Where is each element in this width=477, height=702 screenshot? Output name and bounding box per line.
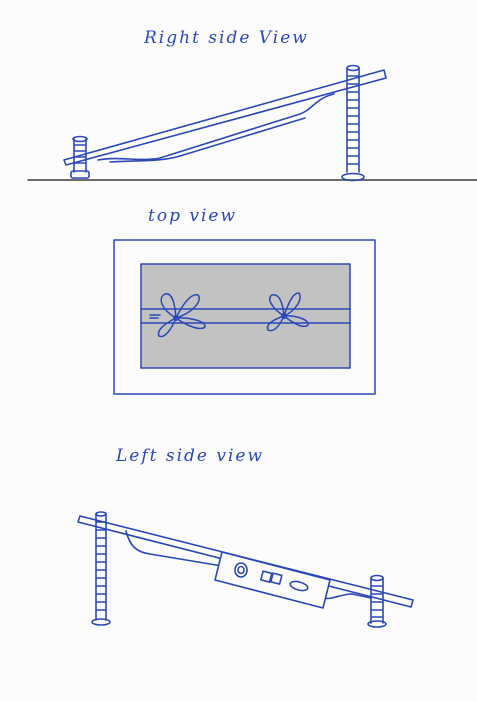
right-side-view — [28, 66, 477, 181]
inclined-panel-right — [64, 70, 386, 165]
tall-post-right — [342, 66, 364, 181]
top-view — [114, 240, 375, 394]
short-post-right — [368, 576, 386, 628]
control-box — [215, 552, 330, 608]
left-side-view — [78, 512, 413, 627]
